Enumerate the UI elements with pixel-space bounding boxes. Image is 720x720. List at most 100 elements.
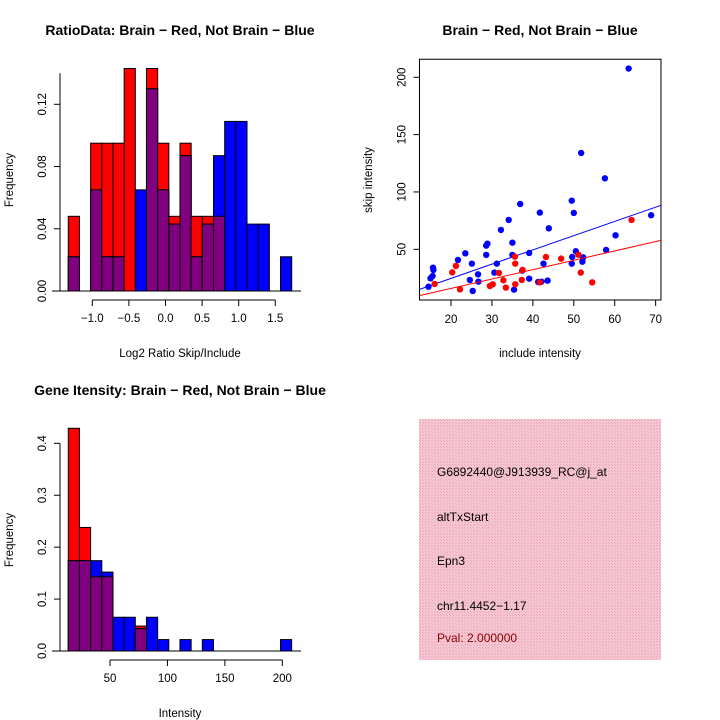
intensity-scatter-panel: Brain − Red, Not Brain − Blue include in… <box>363 22 662 360</box>
scatter-point-brain <box>452 262 460 270</box>
h3-x-tick-label: 50 <box>104 673 117 685</box>
scatter-point-brain <box>511 253 519 260</box>
scatter-title: Brain − Red, Not Brain − Blue <box>442 22 637 38</box>
event-type: altTxStart <box>437 510 489 524</box>
h1-bar-overlap <box>213 215 226 292</box>
scatter-point-not-brain <box>516 200 524 208</box>
scatter-point-not-brain <box>482 251 490 259</box>
h3-bar-overlap <box>90 576 103 652</box>
h3-x-tick-label: 100 <box>158 673 177 685</box>
scatter-point-not-brain <box>430 266 437 274</box>
gene-intensity-title: Gene Itensity: Brain − Red, Not Brain − … <box>34 382 326 398</box>
h3-x-tick-label: 200 <box>273 673 292 685</box>
scatter-point-not-brain <box>484 240 491 247</box>
h3-bar-not-brain <box>279 639 293 652</box>
scatter-point-not-brain <box>497 226 505 234</box>
h1-bar-overlap <box>112 256 125 292</box>
gene-intensity-histogram-panel: Gene Itensity: Brain − Red, Not Brain − … <box>4 382 326 720</box>
h1-bar-overlap <box>190 256 203 292</box>
ratio-histogram-panel: RatioData: Brain − Red, Not Brain − Blue… <box>4 22 315 360</box>
scatter-x-tick-label: 60 <box>608 314 621 326</box>
ratio-histogram-xlabel: Log2 Ratio Skip/Include <box>119 348 240 360</box>
h3-bar-not-brain <box>123 616 136 652</box>
scatter-point-brain <box>628 216 635 224</box>
ratio-histogram-title: RatioData: Brain − Red, Not Brain − Blue <box>45 22 314 38</box>
genomic-location: chr11.4452−1.17 <box>437 599 527 613</box>
scatter-point-brain <box>577 269 584 276</box>
scatter-ylabel: skip intensity <box>363 147 375 213</box>
h1-x-tick-label: 1.0 <box>231 313 247 325</box>
scatter-point-not-brain <box>570 209 577 217</box>
scatter-point-not-brain <box>525 275 533 282</box>
h1-bar-not-brain <box>235 120 248 292</box>
scatter-point-brain <box>518 276 526 284</box>
h1-y-tick-label: 0.00 <box>37 280 49 302</box>
gene-intensity-ylabel: Frequency <box>4 513 16 568</box>
scatter-point-not-brain <box>462 250 469 257</box>
h3-bar-not-brain <box>201 639 214 652</box>
scatter-point-not-brain <box>454 256 462 264</box>
scatter-y-tick-label: 50 <box>396 243 408 256</box>
h3-bar-not-brain <box>145 616 159 652</box>
info-panel: G6892440@J913939_RC@j_at altTxStart Epn3… <box>419 419 661 660</box>
h1-bar-overlap <box>157 189 170 292</box>
scatter-point-brain <box>512 281 519 288</box>
scatter-point-not-brain <box>568 253 576 261</box>
scatter-point-not-brain <box>544 277 551 284</box>
scatter-point-not-brain <box>647 212 655 219</box>
scatter-x-tick-label: 20 <box>445 314 458 326</box>
scatter-point-brain <box>489 281 496 288</box>
ratio-histogram-plot: −1.0 −0.5 0.0 0.5 1.0 1.5 0.00 0.04 0.08 0.12 <box>37 68 301 325</box>
scatter-point-not-brain <box>505 216 512 224</box>
h1-x-tick-label: 0.0 <box>158 313 174 325</box>
gene-name: Epn3 <box>437 554 465 568</box>
scatter-point-brain <box>589 279 596 286</box>
scatter-point-not-brain <box>429 272 436 280</box>
scatter-x-tick-label: 40 <box>526 314 539 326</box>
scatter-fit-line-not-brain <box>419 204 662 290</box>
h1-bar-overlap <box>168 223 181 292</box>
h1-bar-overlap <box>90 189 103 292</box>
h1-bar-overlap <box>179 155 192 292</box>
h1-y-tick-label: 0.08 <box>37 155 49 177</box>
scatter-point-brain <box>449 269 456 276</box>
scatter-x-tick-label: 30 <box>486 314 499 326</box>
h3-y-tick-label: 0.4 <box>37 435 49 452</box>
scatter-point-brain <box>431 280 438 288</box>
gene-intensity-plot: 50 100 150 200 0.0 0.1 0.2 0.3 0.4 <box>37 427 301 685</box>
scatter-point-not-brain <box>612 232 619 239</box>
scatter-point-brain <box>495 269 503 277</box>
ratio-histogram-ylabel: Frequency <box>4 153 16 208</box>
scatter-point-not-brain <box>601 175 609 182</box>
h3-bar-overlap <box>101 576 114 652</box>
scatter-point-brain <box>557 255 565 262</box>
h3-y-tick-label: 0.0 <box>37 643 49 659</box>
scatter-point-brain <box>536 279 544 286</box>
scatter-point-not-brain <box>625 65 632 72</box>
scatter-xlabel: include intensity <box>499 348 581 360</box>
h3-bar-overlap <box>67 560 80 652</box>
scatter-point-not-brain <box>468 260 476 267</box>
scatter-point-not-brain <box>536 209 544 216</box>
scatter-point-brain <box>575 251 582 258</box>
scatter-point-not-brain <box>474 271 482 278</box>
scatter-y-tick-label: 100 <box>396 182 408 201</box>
h3-bar-not-brain <box>157 639 170 652</box>
h3-y-tick-label: 0.3 <box>37 487 49 503</box>
scatter-y-tick-label: 150 <box>396 125 408 144</box>
h1-bar-overlap <box>67 256 80 292</box>
h3-x-tick-label: 150 <box>215 673 234 685</box>
pval-text: Pval: 2.000000 <box>437 631 517 645</box>
h3-y-tick-label: 0.2 <box>37 539 49 555</box>
h1-x-tick-label: 1.5 <box>267 313 283 325</box>
h3-bar-not-brain <box>112 616 125 652</box>
scatter-point-not-brain <box>469 287 476 295</box>
h1-y-tick-label: 0.04 <box>37 217 49 240</box>
scatter-point-not-brain <box>509 239 516 246</box>
info-panel-background <box>419 419 661 660</box>
h1-bar-not-brain <box>224 120 237 292</box>
scatter-fit-line-brain <box>419 239 662 297</box>
gene-intensity-xlabel: Intensity <box>159 708 202 720</box>
h1-x-tick-label: −0.5 <box>118 313 141 325</box>
